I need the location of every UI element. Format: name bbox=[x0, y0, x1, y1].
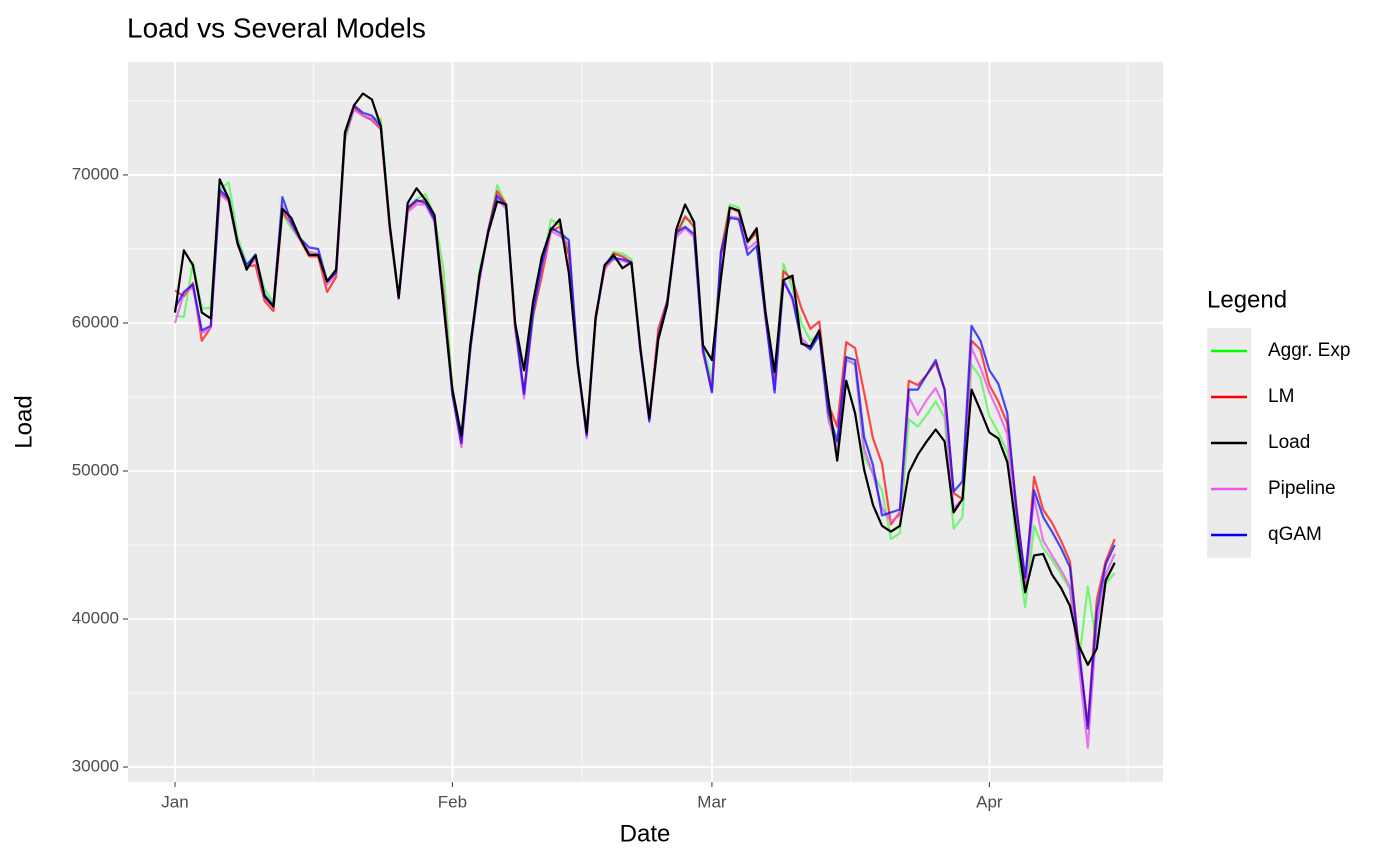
legend-label: Pipeline bbox=[1268, 478, 1336, 499]
y-tick-label: 40000 bbox=[72, 609, 119, 628]
legend-label: Load bbox=[1268, 432, 1310, 453]
y-tick-label: 30000 bbox=[72, 757, 119, 776]
y-tick-label: 50000 bbox=[72, 460, 119, 479]
legend-label: Aggr. Exp bbox=[1268, 340, 1350, 361]
legend-label: LM bbox=[1268, 386, 1294, 407]
x-tick-label: Apr bbox=[976, 792, 1003, 811]
legend-label: qGAM bbox=[1268, 524, 1322, 545]
series-line bbox=[173, 92, 1116, 666]
panel bbox=[128, 62, 1163, 782]
chart-title: Load vs Several Models bbox=[127, 12, 426, 43]
legend-title: Legend bbox=[1207, 286, 1287, 313]
x-axis-label: Date bbox=[620, 820, 671, 847]
x-tick-label: Jan bbox=[161, 792, 188, 811]
y-tick-label: 60000 bbox=[72, 312, 119, 331]
y-axis-label: Load bbox=[10, 395, 37, 448]
y-tick-label: 70000 bbox=[72, 164, 119, 183]
x-tick-label: Feb bbox=[438, 792, 467, 811]
x-tick-label: Mar bbox=[697, 792, 727, 811]
